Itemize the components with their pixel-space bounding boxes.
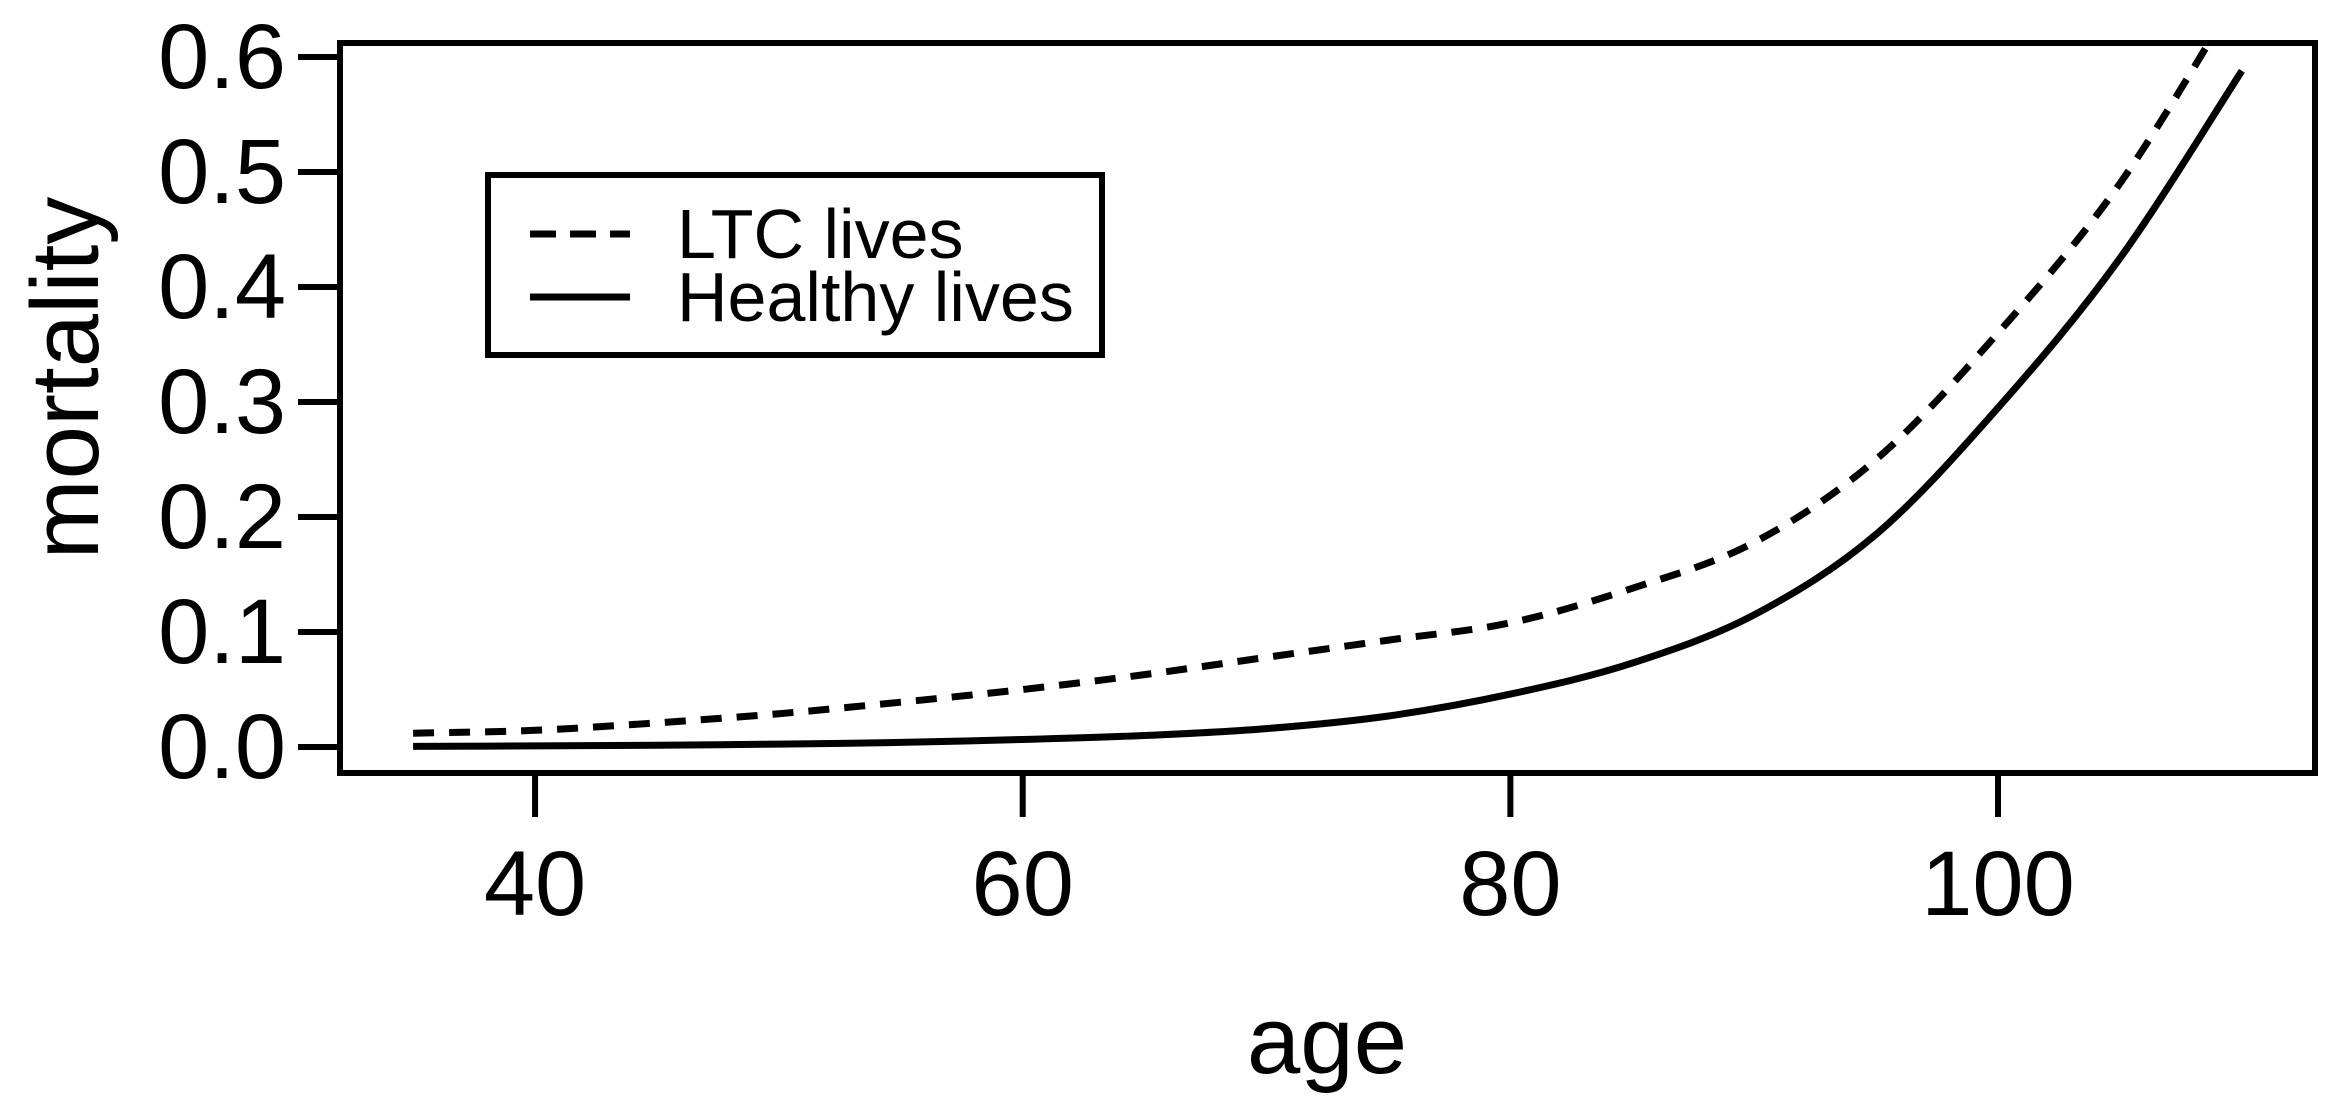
x-tick-label: 80	[1459, 833, 1562, 935]
legend-item-healthy-lives: Healthy lives	[530, 262, 1074, 332]
plot-box-border	[337, 40, 2318, 776]
y-tick-label: 0.5	[158, 121, 286, 224]
legend-label: LTC lives	[677, 195, 964, 273]
y-tick-label: 0.2	[158, 466, 286, 569]
series-line-healthy-lives	[413, 68, 2245, 750]
legend-dashed-line-swatch	[530, 230, 630, 238]
legend-box: LTC lives Healthy lives	[485, 172, 1105, 358]
legend-item-ltc-lives: LTC lives	[530, 199, 964, 269]
y-tick-label: 0.0	[158, 696, 286, 798]
series-line-ltc-lives	[413, 43, 2213, 737]
legend-solid-line-swatch	[530, 293, 630, 301]
x-axis-title: age	[1246, 987, 1408, 1094]
legend-label: Healthy lives	[677, 258, 1074, 336]
y-tick-label: 0.1	[158, 581, 286, 683]
y-tick-label: 0.6	[158, 6, 286, 109]
x-tick-label: 60	[971, 833, 1074, 935]
y-tick-label: 0.3	[158, 351, 286, 454]
y-tick-label: 0.4	[158, 236, 286, 339]
x-tick-label: 40	[483, 833, 587, 935]
x-tick-label: 100	[1921, 833, 2075, 935]
